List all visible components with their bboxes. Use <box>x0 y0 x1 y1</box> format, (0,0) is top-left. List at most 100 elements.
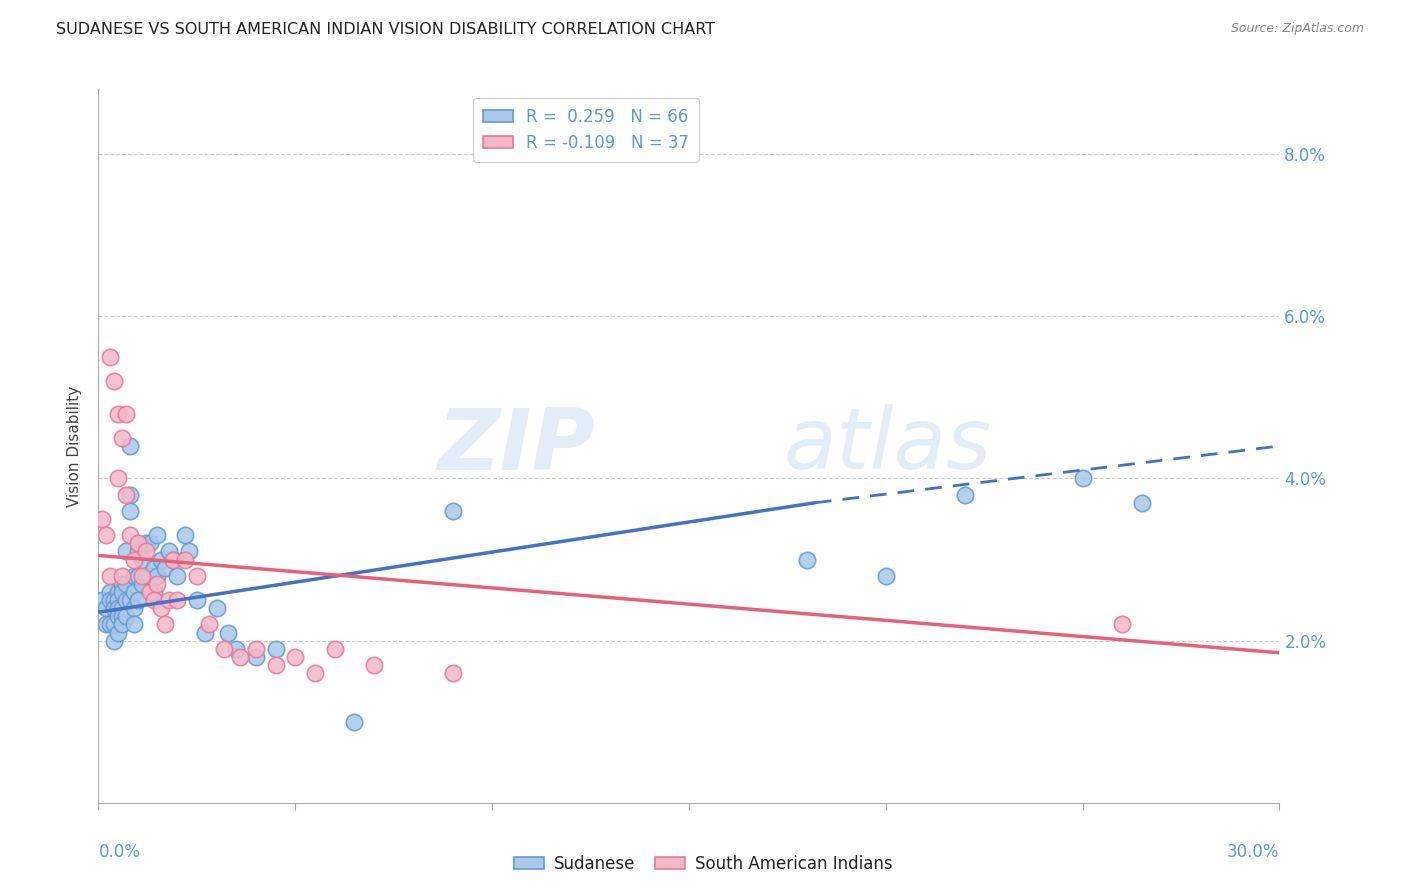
Point <box>103 633 125 648</box>
Point <box>166 568 188 582</box>
Point <box>98 585 121 599</box>
Point <box>138 568 160 582</box>
Point <box>264 657 287 672</box>
Point <box>135 568 157 582</box>
Point <box>98 593 121 607</box>
Point <box>131 552 153 566</box>
Point <box>91 512 114 526</box>
Point <box>343 714 366 729</box>
Point <box>127 568 149 582</box>
Point <box>205 601 228 615</box>
Point <box>186 593 208 607</box>
Point <box>229 649 252 664</box>
Point <box>111 568 134 582</box>
Point <box>155 560 177 574</box>
Point <box>166 593 188 607</box>
Point <box>107 593 129 607</box>
Point <box>111 601 134 615</box>
Point <box>103 617 125 632</box>
Point <box>217 625 239 640</box>
Point <box>441 504 464 518</box>
Point <box>122 552 145 566</box>
Point <box>131 568 153 582</box>
Legend: R =  0.259   N = 66, R = -0.109   N = 37: R = 0.259 N = 66, R = -0.109 N = 37 <box>472 97 699 161</box>
Point <box>111 585 134 599</box>
Point <box>157 593 180 607</box>
Point <box>953 488 976 502</box>
Point <box>118 593 141 607</box>
Point <box>264 641 287 656</box>
Point <box>115 544 138 558</box>
Point <box>96 617 118 632</box>
Point <box>323 641 346 656</box>
Point <box>115 609 138 624</box>
Point <box>122 617 145 632</box>
Point <box>214 641 236 656</box>
Point <box>1071 471 1094 485</box>
Point <box>197 617 219 632</box>
Point <box>304 666 326 681</box>
Point <box>146 568 169 582</box>
Point <box>142 560 165 574</box>
Point <box>142 585 165 599</box>
Point <box>1130 496 1153 510</box>
Point <box>162 552 184 566</box>
Point <box>194 625 217 640</box>
Point <box>122 601 145 615</box>
Point <box>284 649 307 664</box>
Point <box>107 609 129 624</box>
Point <box>142 593 165 607</box>
Point <box>96 528 118 542</box>
Point <box>115 407 138 421</box>
Point <box>103 593 125 607</box>
Point <box>115 593 138 607</box>
Point <box>111 617 134 632</box>
Point <box>127 593 149 607</box>
Point <box>138 536 160 550</box>
Point <box>107 601 129 615</box>
Point <box>103 601 125 615</box>
Point <box>363 657 385 672</box>
Point <box>162 552 184 566</box>
Point <box>146 577 169 591</box>
Point <box>146 528 169 542</box>
Point <box>127 544 149 558</box>
Point <box>174 552 197 566</box>
Point <box>875 568 897 582</box>
Point <box>127 536 149 550</box>
Point <box>118 504 141 518</box>
Point <box>98 568 121 582</box>
Point <box>177 544 200 558</box>
Point <box>122 585 145 599</box>
Point <box>98 617 121 632</box>
Text: Source: ZipAtlas.com: Source: ZipAtlas.com <box>1230 22 1364 36</box>
Point <box>150 601 173 615</box>
Point <box>1111 617 1133 632</box>
Point <box>103 374 125 388</box>
Point <box>115 577 138 591</box>
Point <box>111 577 134 591</box>
Y-axis label: Vision Disability: Vision Disability <box>67 385 83 507</box>
Point <box>155 617 177 632</box>
Point <box>107 625 129 640</box>
Point <box>115 488 138 502</box>
Text: ZIP: ZIP <box>437 404 595 488</box>
Point <box>118 488 141 502</box>
Point <box>245 641 267 656</box>
Point <box>245 649 267 664</box>
Legend: Sudanese, South American Indians: Sudanese, South American Indians <box>506 848 900 880</box>
Point <box>98 350 121 364</box>
Point <box>118 439 141 453</box>
Point <box>111 431 134 445</box>
Point <box>225 641 247 656</box>
Point <box>111 609 134 624</box>
Point <box>131 577 153 591</box>
Point <box>107 407 129 421</box>
Point <box>107 471 129 485</box>
Point <box>138 585 160 599</box>
Point <box>150 552 173 566</box>
Point <box>174 528 197 542</box>
Point <box>118 528 141 542</box>
Point <box>186 568 208 582</box>
Text: 30.0%: 30.0% <box>1227 843 1279 861</box>
